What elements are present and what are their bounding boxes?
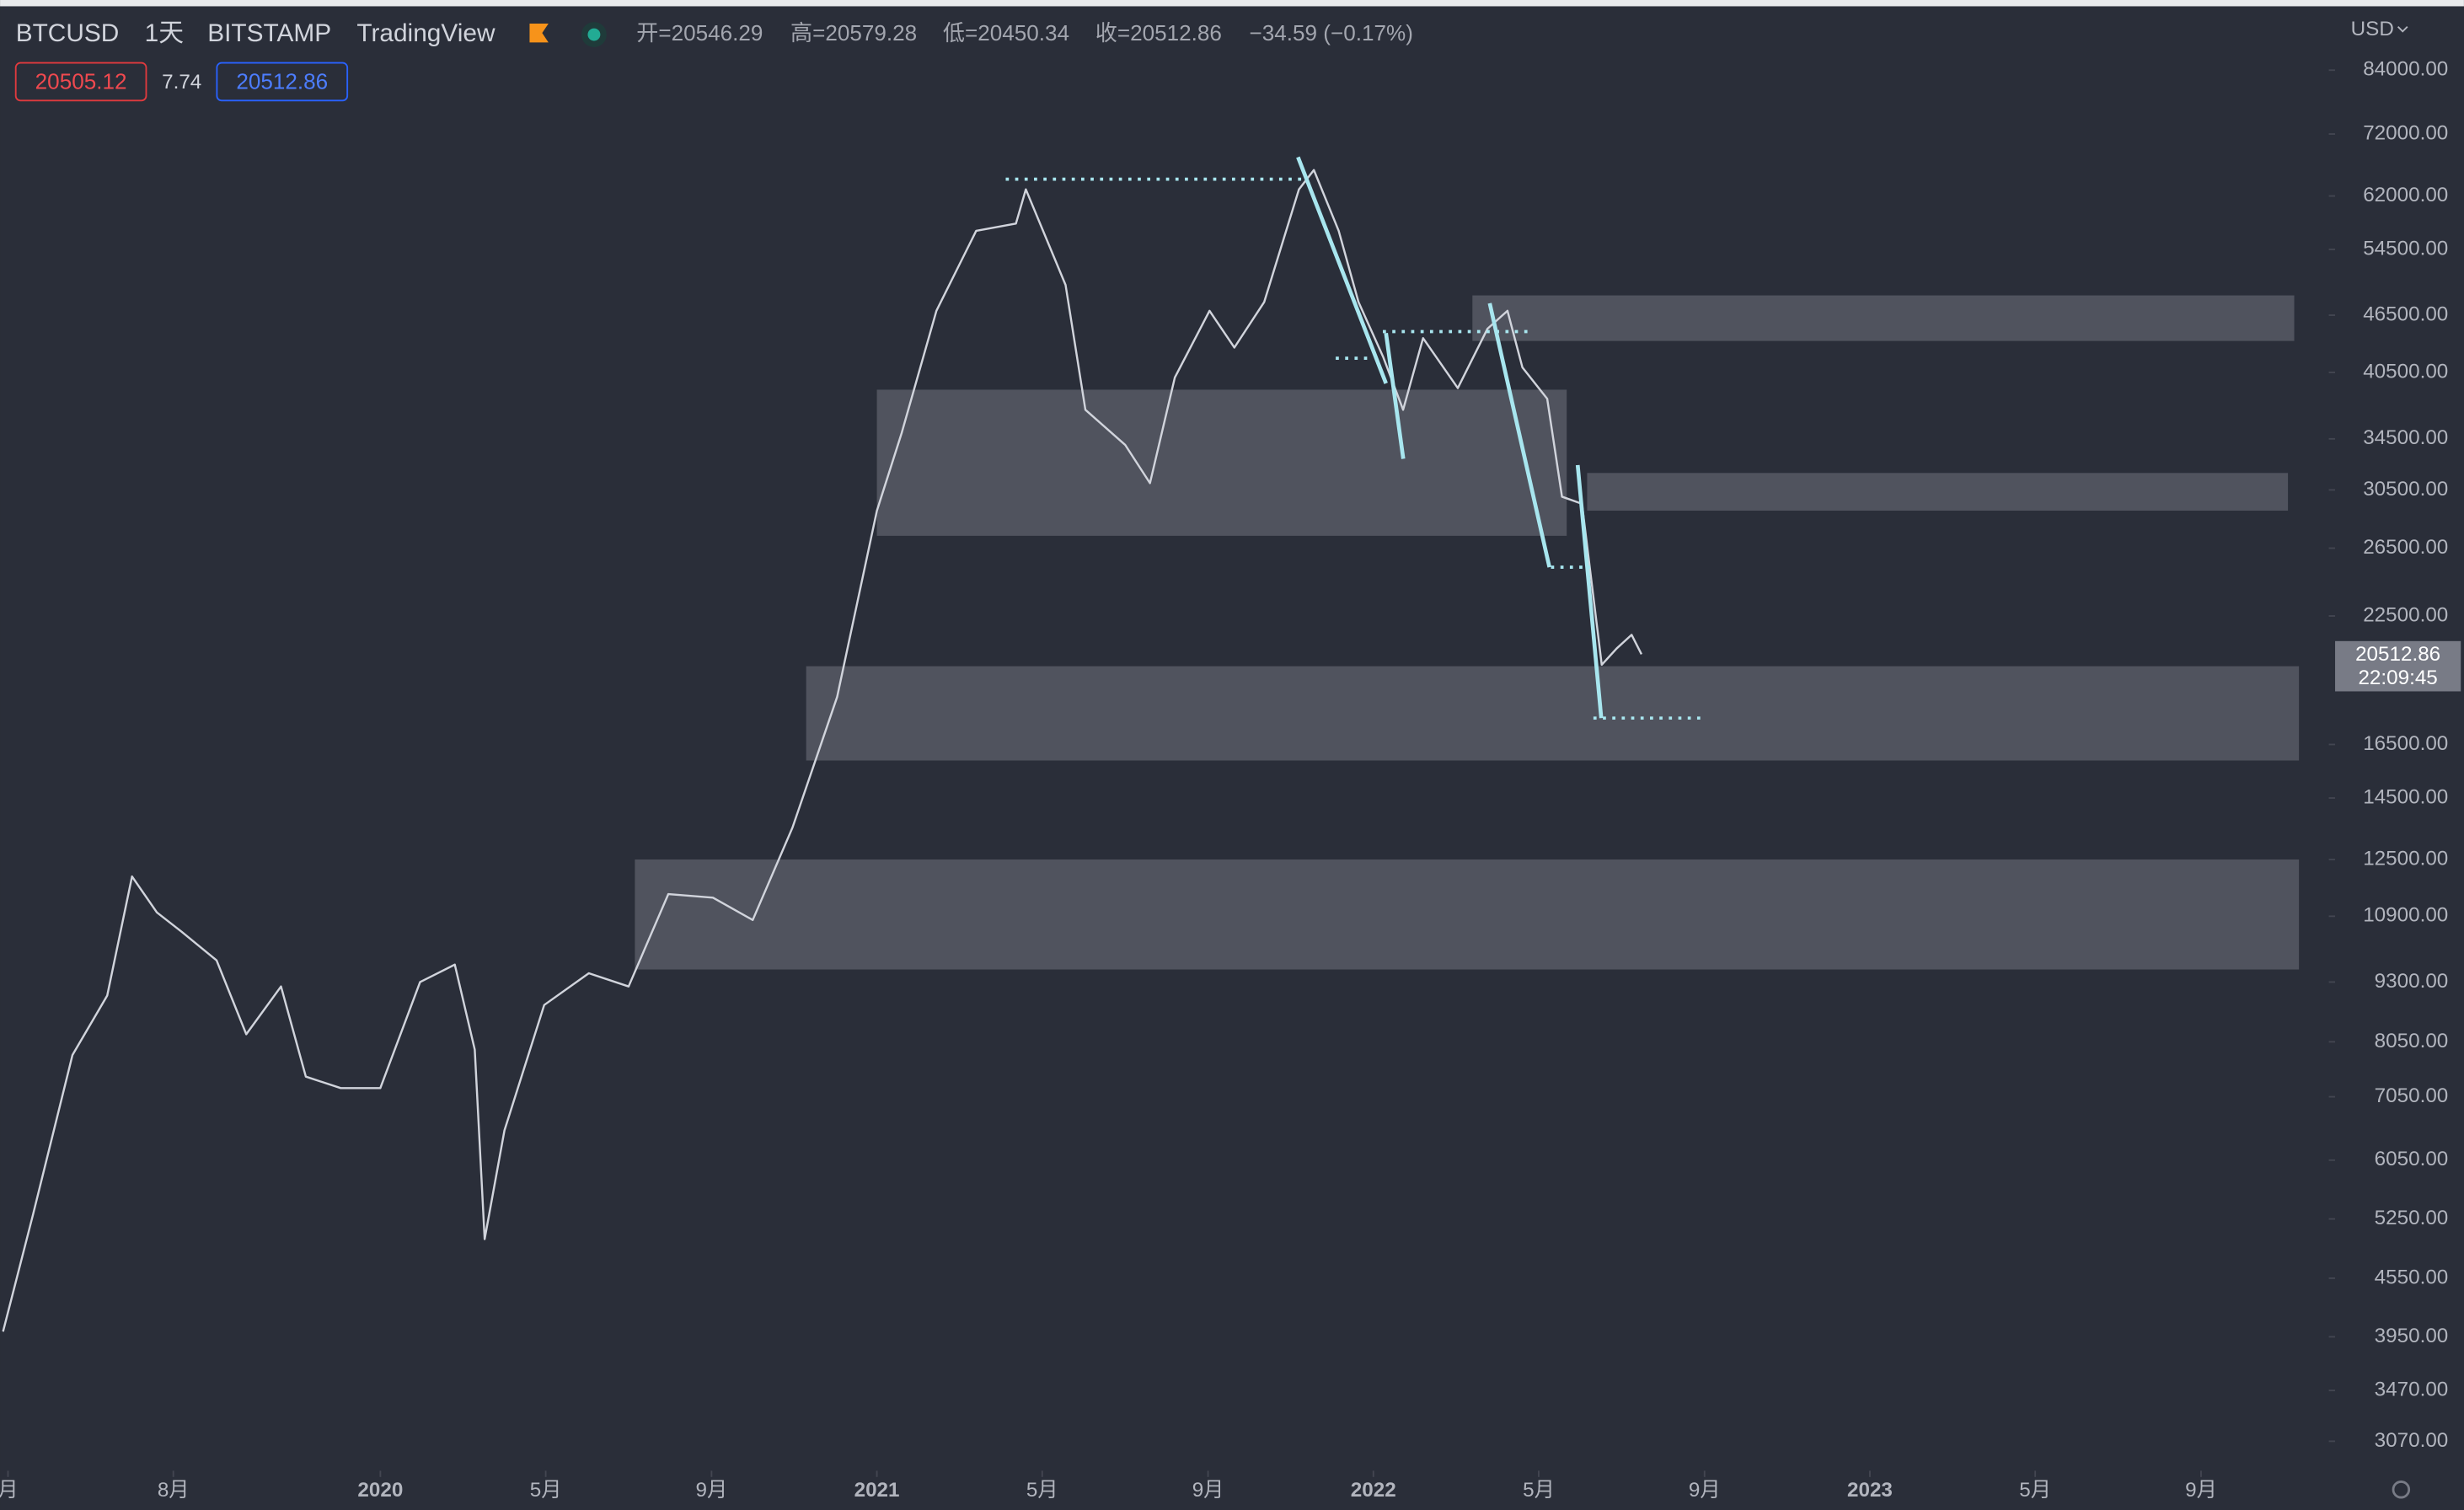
price-line [2, 169, 1643, 1332]
y-tick-label: 8050.00 [2375, 1030, 2449, 1052]
close: 收=20512.86 [1095, 20, 1222, 46]
x-tick-label: 5月 [2019, 1479, 2051, 1502]
x-tick-label: 8月 [158, 1479, 190, 1502]
currency-caret[interactable] [2397, 26, 2408, 33]
symbol[interactable]: BTCUSD [16, 19, 120, 47]
y-tick-label: 3070.00 [2375, 1429, 2449, 1452]
y-tick-label: 34500.00 [2363, 426, 2448, 449]
exchange: BITSTAMP [207, 19, 331, 47]
trend-line [1384, 333, 1406, 459]
zone [876, 389, 1567, 536]
open: 开=20546.29 [636, 20, 763, 46]
y-tick-label: 5250.00 [2375, 1207, 2449, 1229]
y-tick-label: 10900.00 [2363, 904, 2448, 927]
x-tick-label: 9月 [2185, 1479, 2217, 1502]
y-tick-label: 72000.00 [2363, 121, 2448, 144]
y-tick-label: 16500.00 [2363, 732, 2448, 755]
x-tick-label: 9月 [1192, 1479, 1224, 1502]
zone [1587, 473, 2289, 511]
y-tick-label: 14500.00 [2363, 785, 2448, 808]
x-tick-label: 5月 [1523, 1479, 1555, 1502]
zone [635, 859, 2300, 970]
y-tick-label: 4550.00 [2375, 1266, 2449, 1288]
y-tick-label: 3470.00 [2375, 1379, 2449, 1401]
drawings [1005, 156, 1706, 720]
x-tick-label: 2020 [357, 1479, 403, 1502]
interval[interactable]: 1天 [145, 19, 184, 47]
y-tick-label: 3950.00 [2375, 1325, 2449, 1347]
x-tick-label: 9月 [696, 1479, 728, 1502]
x-tick-label: 9月 [1689, 1479, 1721, 1502]
y-tick-label: 84000.00 [2363, 58, 2448, 81]
y-tick-label: 30500.00 [2363, 478, 2448, 501]
settings-icon[interactable] [2392, 1481, 2411, 1499]
currency[interactable]: USD [2351, 18, 2394, 40]
y-tick-label: 26500.00 [2363, 536, 2448, 559]
top-strip [0, 0, 2464, 7]
x-tick-label: 月 [0, 1479, 19, 1502]
buy-price[interactable]: 20512.86 [236, 69, 328, 94]
y-tick-label: 46500.00 [2363, 303, 2448, 325]
y-tick-label: 62000.00 [2363, 184, 2448, 206]
trend-line [1575, 464, 1604, 719]
trend-line [1487, 303, 1551, 568]
zone [806, 666, 2300, 761]
change: −34.59 (−0.17%) [1250, 20, 1413, 46]
trend-line [1296, 156, 1388, 384]
flag-icon[interactable] [529, 23, 549, 43]
sell-box[interactable] [14, 62, 147, 102]
high: 高=20579.28 [790, 20, 917, 46]
source: TradingView [356, 19, 495, 47]
plot [2, 169, 1643, 1332]
y-tick-label: 7050.00 [2375, 1084, 2449, 1107]
last-price: 20512.86 [2355, 643, 2440, 666]
last-price-tag [2335, 640, 2461, 692]
x-tick-label: 2021 [854, 1479, 900, 1502]
sell-price[interactable]: 20505.12 [35, 69, 127, 94]
y-tick-label: 40500.00 [2363, 360, 2448, 383]
buy-box[interactable] [216, 62, 349, 102]
low: 低=20450.34 [943, 20, 1069, 46]
zones [635, 295, 2300, 970]
y-tick-label: 6050.00 [2375, 1148, 2449, 1170]
y-tick-label: 22500.00 [2363, 603, 2448, 626]
y-tick-label: 12500.00 [2363, 847, 2448, 870]
countdown: 22:09:45 [2358, 667, 2437, 689]
status-dot [587, 28, 601, 41]
x-tick-label: 5月 [1026, 1479, 1058, 1502]
x-tick-label: 2022 [1351, 1479, 1396, 1502]
spread: 7.74 [162, 71, 201, 94]
y-tick-label: 54500.00 [2363, 237, 2448, 260]
zone [1472, 295, 2295, 341]
x-tick-label: 2023 [1847, 1479, 1893, 1502]
y-tick-label: 9300.00 [2375, 970, 2449, 993]
x-tick-label: 5月 [530, 1479, 562, 1502]
